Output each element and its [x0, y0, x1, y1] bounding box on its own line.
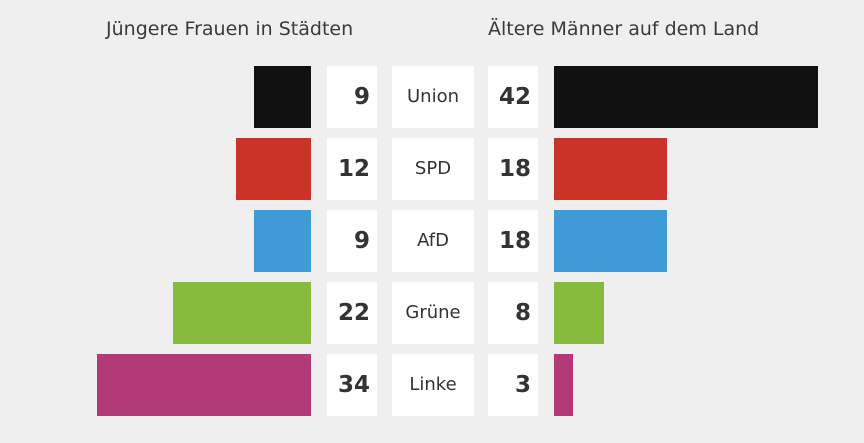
bar-left-linke: [97, 354, 311, 416]
value-left-union: 9: [327, 66, 377, 128]
value-left-gr-ne: 22: [327, 282, 377, 344]
category-label-afd: AfD: [392, 210, 474, 272]
bar-left-spd: [235, 138, 311, 200]
value-left-linke: 34: [327, 354, 377, 416]
value-right-afd: 18: [488, 210, 538, 272]
bar-left-afd: [254, 210, 311, 272]
value-right-linke: 3: [488, 354, 538, 416]
value-right-spd: 18: [488, 138, 538, 200]
bar-left-gr-ne: [172, 282, 311, 344]
value-right-union: 42: [488, 66, 538, 128]
category-label-spd: SPD: [392, 138, 474, 200]
bar-left-union: [254, 66, 311, 128]
left-series-title: Jüngere Frauen in Städten: [106, 18, 354, 40]
bar-right-spd: [554, 138, 668, 200]
bar-right-gr-ne: [554, 282, 605, 344]
bar-right-linke: [554, 354, 573, 416]
category-label-gr-ne: Grüne: [392, 282, 474, 344]
category-label-linke: Linke: [392, 354, 474, 416]
value-right-gr-ne: 8: [488, 282, 538, 344]
value-left-spd: 12: [327, 138, 377, 200]
value-left-afd: 9: [327, 210, 377, 272]
bar-right-afd: [554, 210, 668, 272]
bar-right-union: [554, 66, 818, 128]
right-series-title: Ältere Männer auf dem Land: [488, 18, 760, 40]
category-label-union: Union: [392, 66, 474, 128]
